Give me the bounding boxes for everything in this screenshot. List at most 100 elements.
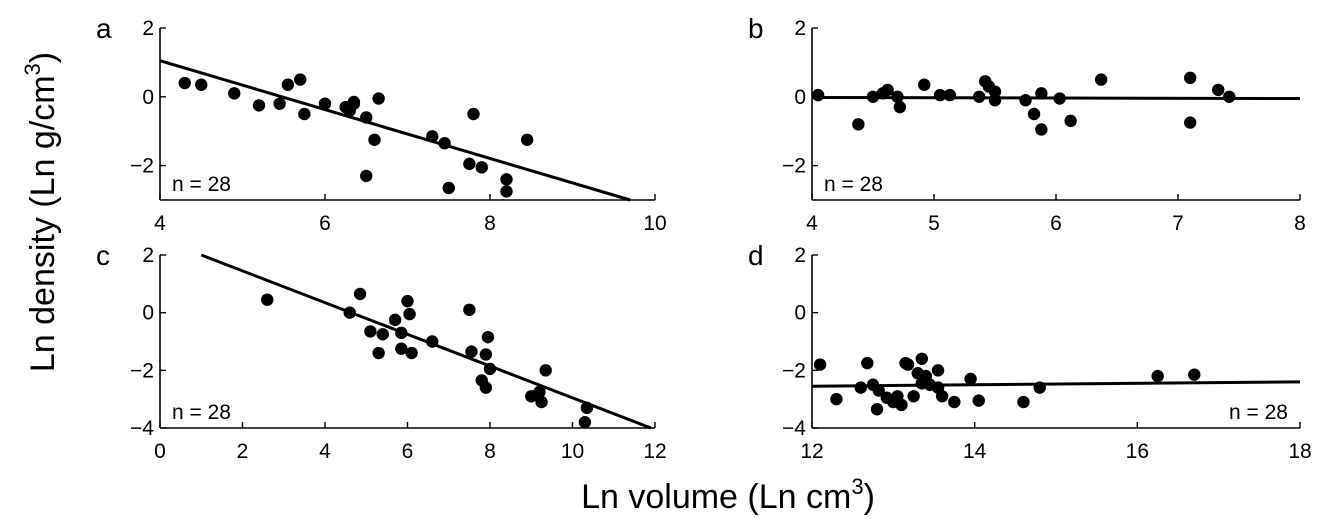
data-point [972, 90, 986, 104]
y-axis-title: Ln density (Ln g/cm3) [20, 52, 62, 372]
n-annotation: n = 28 [172, 173, 231, 196]
data-point [195, 78, 208, 91]
y-tick-label: −4 [782, 417, 806, 440]
data-point [479, 381, 493, 394]
data-point [852, 118, 865, 131]
data-point [1094, 73, 1108, 86]
data-point [830, 392, 843, 406]
data-point [438, 137, 451, 150]
regression-line [811, 380, 1301, 388]
y-tick-label: 0 [142, 86, 154, 109]
data-point [343, 306, 356, 319]
data-point [252, 99, 266, 112]
data-point [895, 398, 908, 412]
data-point [347, 95, 361, 109]
data-point [403, 307, 416, 321]
data-point [261, 293, 274, 306]
data-point [1223, 90, 1236, 104]
x-tick-label: 5 [928, 212, 940, 235]
data-point [395, 326, 408, 340]
data-point [933, 88, 947, 102]
data-point [520, 133, 534, 146]
x-tick-label: 6 [402, 440, 414, 463]
data-point [1151, 369, 1164, 383]
data-point [943, 88, 957, 102]
y-tick-label: 0 [794, 86, 806, 109]
x-tick-label: 8 [484, 440, 496, 463]
regression-line [159, 59, 631, 202]
x-tick-label: 10 [561, 440, 584, 463]
data-point [281, 78, 295, 91]
data-point [539, 364, 552, 377]
x-tick-label: 12 [643, 440, 666, 463]
panel-b: 4 5 6 7 8 −2 0 2 b n = 28 [748, 13, 1306, 235]
x-tick-label: 8 [484, 212, 496, 235]
x-tick-label: 10 [643, 212, 666, 235]
x-tick-label: 8 [1294, 212, 1306, 235]
data-point [1027, 107, 1041, 121]
data-point [1053, 92, 1066, 105]
data-point [972, 394, 985, 407]
data-point [465, 345, 478, 358]
data-point [372, 92, 385, 105]
x-tick-label: 4 [806, 212, 818, 235]
x-tick-label: 4 [319, 440, 331, 463]
data-point [915, 352, 928, 365]
data-point [866, 90, 880, 104]
data-point [500, 173, 513, 186]
data-point [901, 358, 915, 371]
data-point [360, 111, 373, 124]
data-point [463, 303, 476, 316]
y-tick-label: −2 [130, 155, 154, 178]
data-point [368, 133, 381, 146]
panel-d: 12 14 16 18 −4 −2 0 2 d n = 28 [748, 240, 1312, 463]
panel-letter: c [96, 240, 110, 271]
data-point [1033, 381, 1046, 394]
y-tick-label: 2 [794, 17, 806, 40]
data-point [426, 130, 439, 143]
y-tick-label: −4 [130, 417, 154, 440]
data-point [935, 390, 949, 403]
y-tick-label: −2 [782, 359, 806, 382]
data-point [893, 100, 907, 114]
data-point [1019, 94, 1032, 107]
y-tick-label: −2 [782, 155, 806, 178]
data-point [907, 390, 920, 403]
x-tick-label: 0 [154, 440, 166, 463]
data-point [228, 87, 241, 100]
panel-letter: d [748, 240, 764, 271]
data-point [1184, 116, 1197, 129]
data-point [401, 294, 414, 308]
x-tick-label: 16 [1126, 440, 1149, 463]
panel-c: 0 2 4 6 8 10 12 −4 −2 0 2 c n = 28 [96, 240, 667, 463]
panel-letter: b [748, 13, 764, 44]
panel-a: 4 6 8 10 −2 0 2 a n = 28 [96, 13, 667, 235]
n-annotation: n = 28 [824, 173, 883, 196]
data-point [578, 416, 592, 429]
data-point [1035, 123, 1048, 136]
data-point [483, 362, 497, 376]
data-point [811, 88, 825, 102]
data-point [931, 364, 945, 377]
data-point [964, 372, 977, 386]
data-point [1188, 368, 1201, 381]
data-point [360, 169, 373, 183]
data-point [467, 107, 480, 121]
data-point [364, 325, 377, 338]
y-tick-label: 0 [142, 302, 154, 325]
data-point [388, 313, 402, 327]
data-point [918, 78, 931, 91]
data-point [353, 287, 367, 301]
data-point [1212, 83, 1225, 97]
y-tick-label: 2 [794, 244, 806, 267]
data-point [405, 346, 418, 360]
n-annotation: n = 28 [1229, 401, 1288, 424]
data-point [426, 335, 439, 348]
x-tick-label: 14 [963, 440, 987, 463]
panel-letter: a [96, 13, 112, 44]
data-point [1035, 87, 1048, 100]
data-point [475, 161, 488, 174]
data-point [861, 356, 874, 370]
data-point [948, 395, 961, 409]
